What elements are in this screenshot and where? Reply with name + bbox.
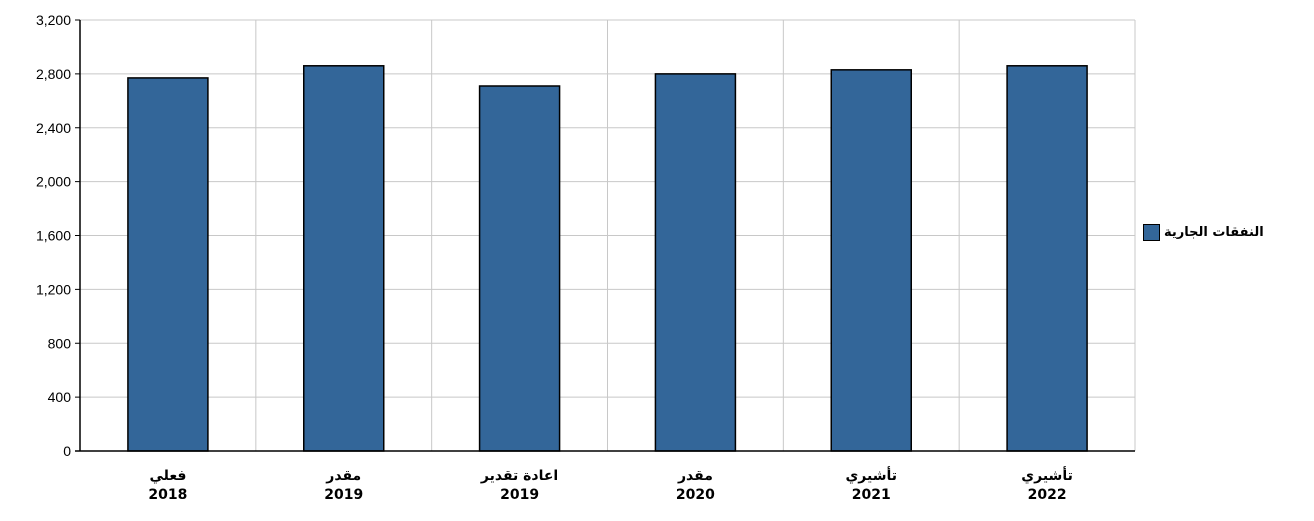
bar [478, 85, 561, 452]
x-tick-label-type: تأشيري [845, 466, 897, 485]
bar [303, 65, 385, 452]
y-tick-label: 1,200 [36, 281, 71, 297]
y-tick-label: 800 [48, 335, 72, 351]
bar [127, 77, 209, 452]
bar [1006, 65, 1088, 452]
x-axis-ticks: فعلي 2018 مقدر 2019 اعادة تقدير 2019 مقدر 2020 ت… [148, 466, 1072, 503]
y-tick-label: 2,800 [36, 66, 71, 82]
x-tick-label-year: 2019 [500, 487, 539, 503]
bar [654, 73, 737, 452]
x-tick-label-type: مقدر [325, 468, 361, 484]
x-tick-label-year: 2020 [676, 487, 715, 503]
x-tick-label-type: فعلي [149, 468, 186, 484]
x-tick-label-type: اعادة تقدير [480, 468, 558, 484]
y-tick-label: 0 [63, 443, 71, 459]
x-tick-label-type: تأشيري [1021, 466, 1073, 485]
x-tick-label-year: 2022 [1028, 487, 1067, 503]
y-tick-label: 2,400 [36, 120, 71, 136]
y-tick-label: 400 [48, 389, 72, 405]
legend: النفقات الجارية [1143, 224, 1264, 241]
bars [127, 65, 1088, 452]
legend-label: النفقات الجارية [1164, 225, 1264, 240]
x-tick-label-type: مقدر [677, 468, 713, 484]
legend-swatch [1143, 224, 1160, 241]
grid-lines [80, 19, 1136, 451]
y-tick-label: 2,000 [36, 174, 71, 190]
bar [830, 69, 912, 452]
y-tick-label: 3,200 [36, 12, 71, 28]
y-axis-ticks: 0 400 800 1,200 1,600 2,000 2,400 2,800 3,200 [36, 12, 80, 459]
x-tick-label-year: 2019 [324, 487, 363, 503]
y-tick-label: 1,600 [36, 228, 71, 244]
x-tick-label-year: 2018 [148, 487, 187, 503]
x-tick-label-year: 2021 [852, 487, 891, 503]
